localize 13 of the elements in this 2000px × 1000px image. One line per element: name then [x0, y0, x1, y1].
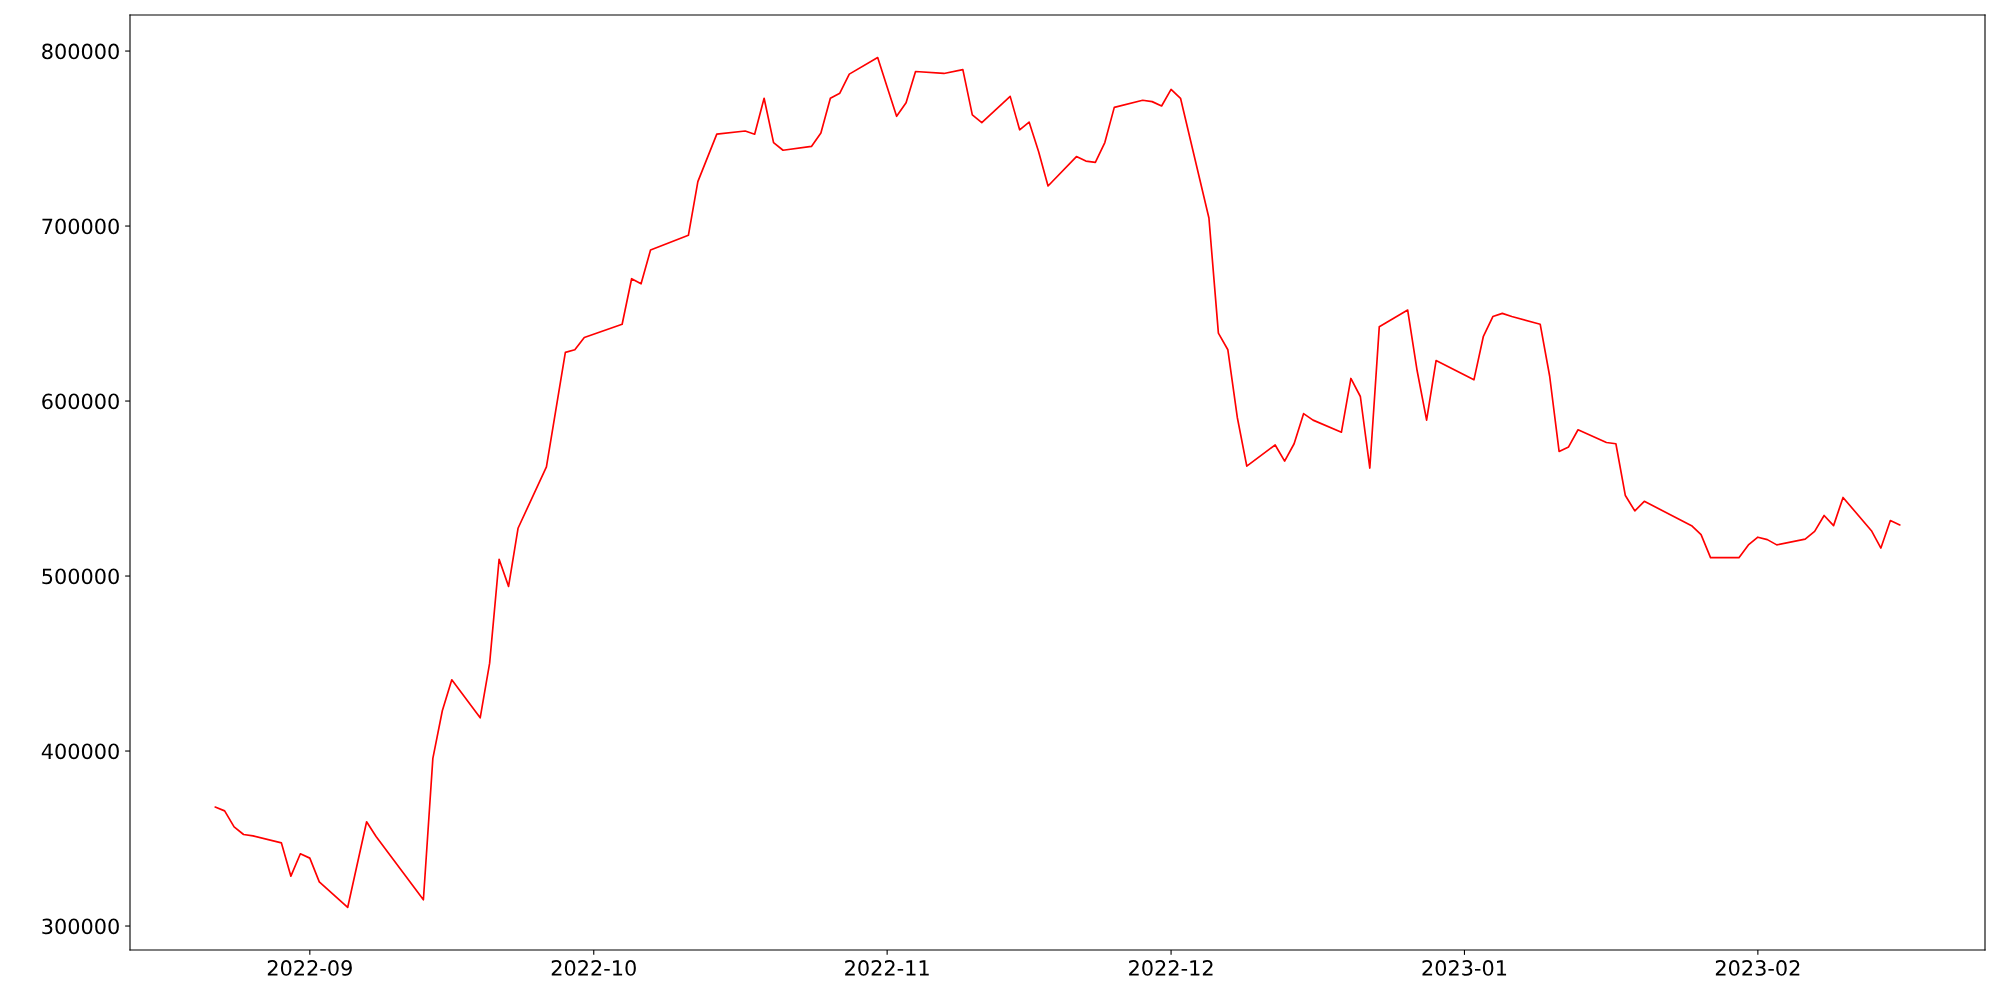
- y-tick-label: 700000: [42, 218, 119, 235]
- y-tick-label: 800000: [42, 43, 119, 60]
- y-tick-label: 500000: [42, 568, 119, 585]
- y-tick-label: 600000: [42, 393, 119, 410]
- x-tick-label: 2022-10: [551, 960, 636, 976]
- line-series: [214, 56, 1901, 909]
- x-tick-label: 2022-12: [1129, 960, 1213, 976]
- x-tick-label: 2022-09: [267, 960, 352, 976]
- x-tick-label: 2022-11: [845, 960, 929, 976]
- x-tick-label: 2023-01: [1422, 960, 1507, 976]
- y-tick-label: 300000: [42, 918, 119, 935]
- x-tick-label: 2023-02: [1715, 960, 1800, 976]
- y-tick-label: 400000: [41, 743, 119, 760]
